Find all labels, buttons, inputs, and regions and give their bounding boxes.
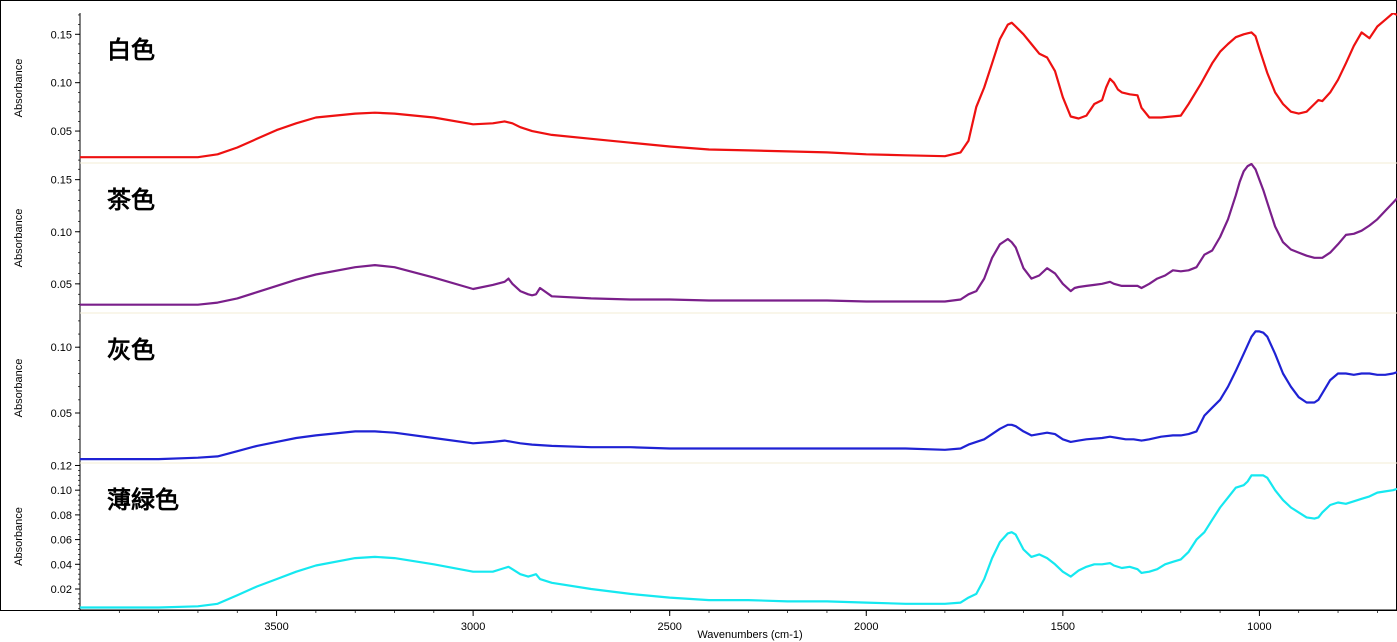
y-tick-label: 0.08 (51, 510, 72, 522)
y-tick-label: 0.10 (51, 342, 72, 354)
x-tick-label: 3000 (461, 621, 485, 633)
y-axis-title: Absorbance (13, 59, 25, 118)
y-tick-label: 0.10 (51, 78, 72, 90)
spectra-panels: 0.05 0.10 0.15 Absorbance 白色 0.05 0.10 0.15 Abso… (13, 13, 1397, 610)
panel-1: 0.05 0.10 0.15 Absorbance 白色 (13, 13, 1397, 164)
y-tick-label: 0.05 (51, 126, 72, 138)
outer-border (0, 0, 1397, 611)
y-tick-label: 0.10 (51, 485, 72, 497)
y-tick-label: 0.10 (51, 227, 72, 239)
y-axis-title: Absorbance (13, 209, 25, 268)
series-line-2 (80, 163, 1397, 306)
panel-2: 0.05 0.10 0.15 Absorbance 茶色 (13, 163, 1397, 314)
y-tick-label: 0.15 (51, 175, 72, 187)
y-axis-title: Absorbance (13, 359, 25, 418)
y-tick-label: 0.05 (51, 279, 72, 291)
x-tick-label: 1500 (1051, 621, 1075, 633)
y-tick-label: 0.04 (51, 559, 72, 571)
panel-label: 白色 (107, 36, 155, 64)
y-tick-label: 0.15 (51, 29, 72, 41)
y-tick-label: 0.12 (51, 460, 72, 472)
panel-label: 灰色 (107, 336, 155, 364)
x-tick-label: 1000 (1247, 621, 1271, 633)
x-axis-title: Wavenumbers (cm-1) (697, 629, 802, 641)
series-line-1 (80, 13, 1397, 159)
series-line-3 (80, 330, 1397, 461)
x-tick-label: 2500 (657, 621, 681, 633)
panel-label: 茶色 (107, 186, 155, 214)
x-tick-label: 2000 (854, 621, 878, 633)
panel-3: 0.05 0.10 Absorbance 灰色 (13, 320, 1397, 464)
y-tick-label: 0.02 (51, 584, 72, 596)
y-tick-label: 0.05 (51, 408, 72, 420)
x-tick-label: 3500 (264, 621, 288, 633)
chart-frame (0, 0, 1397, 611)
y-axis-title: Absorbance (13, 507, 25, 566)
panel-label: 薄緑色 (107, 486, 179, 514)
series-line-4 (80, 474, 1397, 609)
y-tick-label: 0.06 (51, 535, 72, 547)
panel-4: 0.02 0.04 0.06 0.08 0.10 0.12 Absorbance 薄緑色 (13, 460, 1397, 610)
x-axis: 3500 3000 2500 2000 1500 1000 Wavenumbers (cm-… (118, 610, 1378, 641)
